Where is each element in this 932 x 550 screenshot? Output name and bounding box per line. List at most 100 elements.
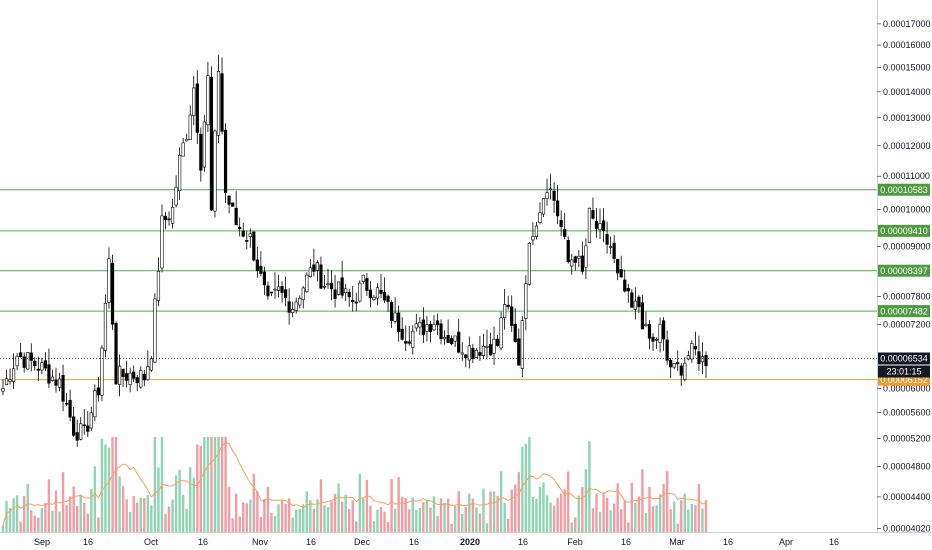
candle-body — [234, 207, 238, 226]
volume-bar — [506, 519, 510, 532]
volume-bar — [8, 507, 12, 532]
candle-body — [404, 341, 408, 344]
candle-body — [368, 289, 372, 299]
volume-bar — [630, 482, 634, 532]
candle-body — [400, 328, 404, 340]
candle-body — [397, 312, 401, 333]
candle-body — [174, 186, 178, 206]
candle-body — [693, 345, 698, 350]
time-tick-label: Sep — [34, 537, 50, 547]
candle-body — [556, 200, 560, 217]
volume-bar — [704, 500, 708, 532]
volume-bar — [499, 471, 503, 532]
volume-bar — [15, 495, 19, 532]
candle-body — [594, 220, 599, 229]
candle-body — [541, 198, 546, 215]
candle-body — [623, 279, 627, 292]
volume-bar — [658, 494, 662, 532]
volume-bar — [651, 506, 655, 532]
candle-body — [308, 267, 312, 277]
volume-bars — [1, 437, 708, 532]
candle-body — [156, 271, 161, 301]
level-badge — [878, 305, 930, 318]
candle-body — [216, 71, 221, 136]
candle-body — [93, 390, 97, 418]
volume-bar — [386, 522, 390, 532]
time-tick-label: Oct — [144, 537, 159, 547]
candle-body — [322, 285, 327, 288]
volume-bar — [309, 500, 312, 532]
candle-body — [520, 320, 524, 369]
volume-bar — [252, 473, 256, 532]
candle-body — [563, 229, 567, 237]
time-tick-label: 16 — [306, 537, 316, 547]
candle-body — [488, 344, 493, 356]
candle-body — [637, 296, 641, 308]
candle-body — [365, 278, 369, 291]
candle-body — [351, 300, 355, 302]
volume-bar — [669, 509, 672, 532]
candle-body — [15, 355, 19, 367]
time-axis[interactable]: Sep 16 Oct 16 Nov 16 Dec 16 2020 16 Feb 16 Mar 16 Apr 1… — [34, 537, 839, 547]
candle-body — [125, 373, 129, 381]
candle-body — [644, 324, 648, 326]
candle-body — [298, 298, 302, 306]
candle-body — [619, 269, 623, 278]
candle-body — [633, 300, 637, 310]
time-tick-label: Apr — [779, 537, 793, 547]
candle-body — [450, 338, 454, 345]
volume-bar — [644, 513, 648, 532]
candle-body — [19, 352, 23, 357]
candle-body — [33, 360, 37, 367]
price-tick-label: 0.00010000 — [883, 205, 931, 215]
candle-body — [552, 190, 556, 201]
volume-bar — [189, 467, 192, 532]
candle-body — [11, 368, 16, 382]
volume-bar — [517, 472, 520, 532]
volume-bar — [528, 437, 531, 532]
volume-bar — [312, 508, 316, 532]
volume-bar — [114, 437, 118, 532]
candle-body — [170, 207, 175, 224]
volume-bar — [256, 491, 259, 532]
candle-body — [513, 323, 517, 342]
candle-body — [185, 138, 189, 142]
volume-bar — [47, 479, 51, 532]
volume-bar — [192, 477, 195, 532]
volume-bar — [694, 505, 697, 532]
candle-body — [354, 301, 358, 304]
time-tick-label: Feb — [567, 537, 583, 547]
price-axis[interactable]: 0.00017000 0.00016000 0.00015000 0.00014000… — [877, 19, 931, 534]
price-tick-label: 0.00014000 — [883, 87, 931, 97]
candle-body — [347, 292, 351, 298]
volume-bar — [485, 523, 489, 532]
candle-body — [89, 412, 93, 429]
volume-bar — [302, 504, 305, 532]
candle-body — [4, 378, 9, 385]
candle-body — [319, 264, 323, 289]
volume-moving-average — [2, 442, 707, 526]
candle-body — [114, 322, 118, 385]
candle-body — [153, 298, 157, 363]
volume-bar — [418, 507, 422, 532]
volume-bar — [492, 491, 496, 532]
volume-bar — [588, 441, 591, 532]
candle-body — [591, 210, 595, 219]
volume-bar — [79, 494, 82, 532]
candle-body — [1, 388, 5, 392]
volume-bar — [143, 497, 146, 532]
volume-bar — [136, 502, 139, 532]
candle-body — [312, 264, 316, 272]
volume-bar — [284, 504, 287, 532]
volume-bar — [355, 521, 358, 532]
candle-body — [287, 301, 291, 313]
volume-bar — [298, 509, 301, 532]
candle-body — [291, 309, 295, 313]
candle-body — [474, 350, 478, 358]
candle-body — [57, 378, 62, 388]
volume-bar — [623, 500, 626, 532]
candle-body — [467, 345, 471, 361]
time-tick-label: 16 — [198, 537, 208, 547]
last-price-label: 0.00006534 — [880, 354, 928, 364]
